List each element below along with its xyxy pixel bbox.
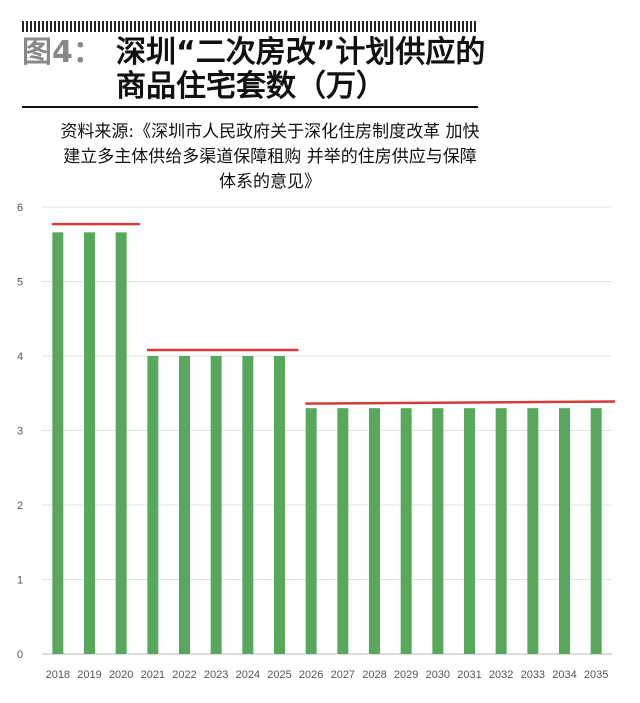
x-tick-label: 2032 (489, 669, 513, 681)
y-tick-label: 6 (17, 202, 23, 214)
figure-label: 图4： (22, 35, 103, 70)
title-line-1: 深圳“二次房改”计划供应的 (116, 35, 486, 70)
bar-2023 (210, 356, 222, 654)
bar-2022 (179, 356, 190, 654)
x-tick-label: 2023 (204, 669, 228, 681)
bar-2027 (337, 408, 349, 654)
y-tick-label: 5 (17, 277, 23, 289)
x-tick-label: 2030 (426, 669, 450, 681)
bar-2020 (115, 232, 127, 654)
x-tick-label: 2034 (552, 669, 576, 681)
title-line-2: 商品住宅套数（万） (116, 69, 386, 104)
x-tick-label: 2024 (236, 669, 260, 681)
x-tick-label: 2035 (584, 669, 608, 681)
x-tick-label: 2026 (299, 669, 323, 681)
bar-2033 (527, 408, 539, 654)
x-tick-label: 2018 (46, 669, 70, 681)
bar-2028 (369, 408, 380, 654)
source-note: 资料来源:《深圳市人民政府关于深化住房制度改革 加快建立多主体供给多渠道保障租购… (60, 122, 480, 192)
bar-2018 (52, 232, 64, 654)
bar-2030 (432, 408, 444, 654)
decorative-stripes (22, 21, 478, 32)
bar-2035 (590, 408, 602, 654)
y-tick-label: 1 (17, 575, 23, 587)
x-tick-label: 2021 (141, 669, 165, 681)
y-tick-label: 0 (17, 649, 23, 661)
x-tick-label: 2031 (457, 669, 481, 681)
x-tick-label: 2025 (267, 669, 291, 681)
bar-2026 (305, 408, 317, 654)
x-tick-label: 2027 (331, 669, 355, 681)
bar-2021 (147, 356, 159, 654)
reference-line-2026-2035 (305, 400, 616, 405)
title-rule (22, 106, 478, 108)
bar-2034 (559, 408, 570, 654)
x-tick-label: 2022 (172, 669, 196, 681)
x-tick-label: 2019 (77, 669, 101, 681)
y-tick-label: 4 (17, 351, 23, 363)
bar-2029 (400, 408, 412, 654)
x-tick-label: 2029 (394, 669, 418, 681)
bar-2024 (242, 356, 254, 654)
x-tick-label: 2028 (362, 669, 386, 681)
x-tick-label: 2020 (109, 669, 133, 681)
bar-2032 (495, 408, 507, 654)
bar-2019 (84, 232, 95, 654)
y-tick-label: 2 (17, 500, 23, 512)
bar-2031 (464, 408, 475, 654)
y-tick-label: 3 (17, 426, 23, 438)
bar-2025 (274, 356, 285, 654)
chart-title: 图4： 深圳“二次房改”计划供应的 商品住宅套数（万） (22, 36, 622, 104)
x-tick-label: 2033 (521, 669, 545, 681)
